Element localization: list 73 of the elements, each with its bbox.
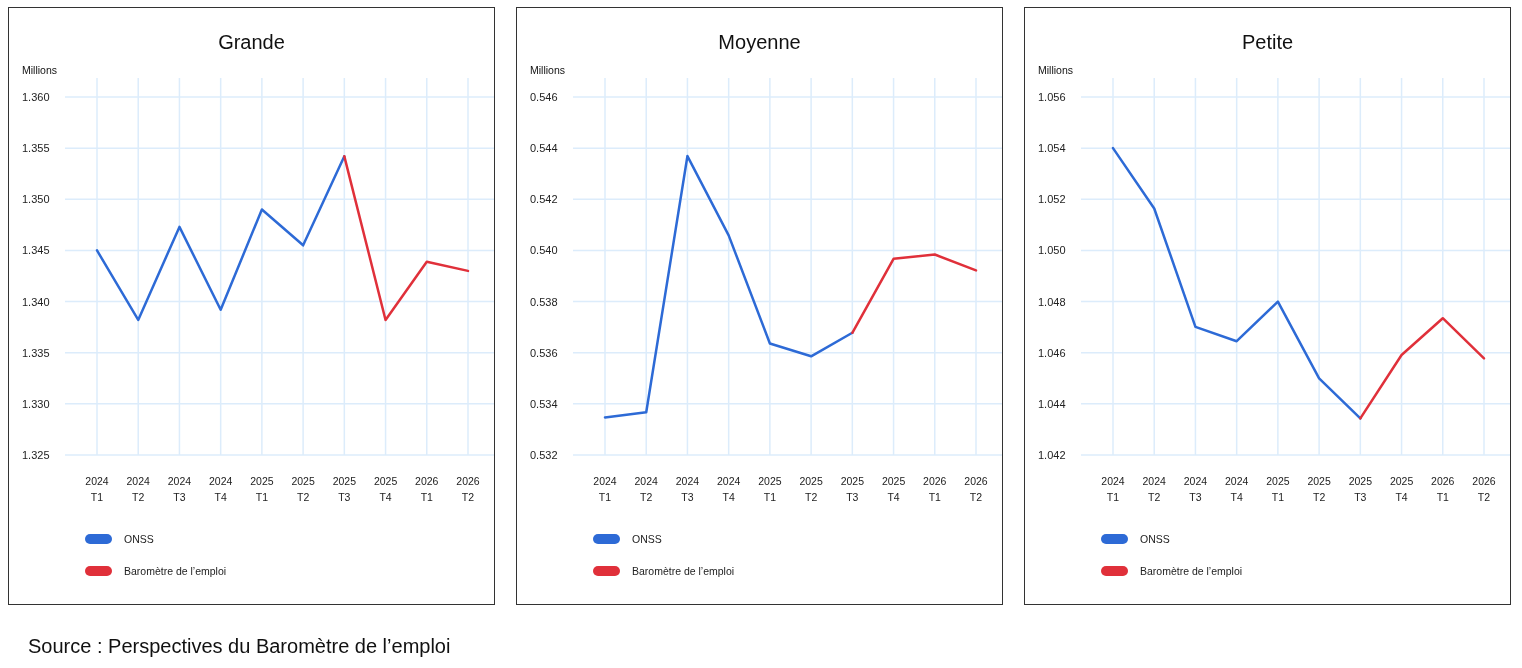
y-tick-label: 1.054 xyxy=(1038,142,1066,155)
y-tick-label: 1.350 xyxy=(22,193,50,206)
x-tick-label: 2025 T4 xyxy=(373,475,398,503)
y-tick-label: 1.050 xyxy=(1038,244,1066,257)
y-tick-label: 1.056 xyxy=(1038,91,1066,103)
x-tick-label: 2026 T1 xyxy=(1431,475,1455,503)
y-axis-title: Millions xyxy=(530,64,566,76)
x-tick-label: 2025 T3 xyxy=(840,475,865,503)
chart-title: Moyenne xyxy=(718,31,801,53)
y-axis-title: Millions xyxy=(22,64,58,76)
legend-label: ONSS xyxy=(1140,533,1170,545)
y-axis-title: Millions xyxy=(1038,64,1074,76)
x-tick-label: 2024 T1 xyxy=(593,475,617,503)
y-tick-label: 1.052 xyxy=(1038,193,1066,206)
x-tick-label: 2024 T4 xyxy=(716,475,741,503)
y-tick-label: 1.330 xyxy=(22,397,50,410)
legend-label: Baromètre de l’emploi xyxy=(632,565,735,577)
x-tick-label: 2025 T2 xyxy=(799,475,823,503)
x-tick-label: 2024 T4 xyxy=(1224,475,1249,503)
x-tick-label: 2024 T1 xyxy=(85,475,109,503)
line-series xyxy=(95,155,346,322)
x-tick-label: 2025 T1 xyxy=(758,475,782,503)
y-tick-label: 1.046 xyxy=(1038,346,1066,359)
y-tick-label: 0.546 xyxy=(530,91,558,103)
y-tick-label: 0.538 xyxy=(530,295,558,308)
x-tick-label: 2025 T1 xyxy=(1266,475,1290,503)
x-tick-label: 2026 T1 xyxy=(415,475,439,503)
legend-label: ONSS xyxy=(632,533,662,545)
x-tick-label: 2026 T2 xyxy=(1472,475,1496,503)
line-series xyxy=(603,154,854,419)
y-tick-label: 1.345 xyxy=(22,244,50,257)
x-tick-label: 2024 T1 xyxy=(1101,475,1125,503)
x-tick-label: 2025 T3 xyxy=(1348,475,1373,503)
x-tick-label: 2026 T1 xyxy=(923,475,947,503)
x-tick-label: 2024 T3 xyxy=(1183,475,1208,503)
y-tick-label: 0.532 xyxy=(530,449,558,461)
y-tick-label: 0.542 xyxy=(530,193,558,206)
y-tick-label: 0.544 xyxy=(530,142,558,155)
line-series xyxy=(851,253,978,335)
y-tick-label: 1.325 xyxy=(22,449,50,461)
legend-label: ONSS xyxy=(124,533,154,545)
x-tick-label: 2026 T2 xyxy=(456,475,480,503)
x-tick-label: 2025 T4 xyxy=(881,475,906,503)
y-tick-label: 1.355 xyxy=(22,142,50,155)
y-tick-label: 1.042 xyxy=(1038,449,1066,461)
chart-title: Petite xyxy=(1241,31,1294,53)
y-tick-label: 0.540 xyxy=(530,244,558,257)
chart-title: Grande xyxy=(218,31,285,53)
y-tick-label: 0.534 xyxy=(530,397,558,410)
x-tick-label: 2025 T3 xyxy=(332,475,357,503)
x-tick-label: 2026 T2 xyxy=(964,475,988,503)
y-tick-label: 1.044 xyxy=(1038,397,1066,410)
x-tick-label: 2025 T1 xyxy=(250,475,274,503)
x-tick-label: 2024 T3 xyxy=(675,475,700,503)
y-tick-label: 1.335 xyxy=(22,346,50,359)
x-tick-label: 2025 T4 xyxy=(1389,475,1414,503)
x-tick-label: 2024 T2 xyxy=(1142,475,1167,503)
legend-label: Baromètre de l’emploi xyxy=(1140,565,1243,577)
x-tick-label: 2024 T3 xyxy=(167,475,192,503)
line-series xyxy=(1359,316,1486,420)
y-tick-label: 1.048 xyxy=(1038,295,1066,308)
line-series xyxy=(1111,146,1362,420)
x-tick-label: 2024 T2 xyxy=(126,475,151,503)
y-tick-label: 1.340 xyxy=(22,295,50,308)
line-series xyxy=(343,155,470,322)
legend-label: Baromètre de l’emploi xyxy=(124,565,227,577)
x-tick-label: 2024 T2 xyxy=(634,475,659,503)
y-tick-label: 1.360 xyxy=(22,91,50,103)
y-tick-label: 0.536 xyxy=(530,346,558,359)
x-tick-label: 2025 T2 xyxy=(1307,475,1331,503)
x-tick-label: 2024 T4 xyxy=(208,475,233,503)
source-note: Source : Perspectives du Baromètre de l’emploi xyxy=(28,635,451,657)
x-tick-label: 2025 T2 xyxy=(291,475,315,503)
